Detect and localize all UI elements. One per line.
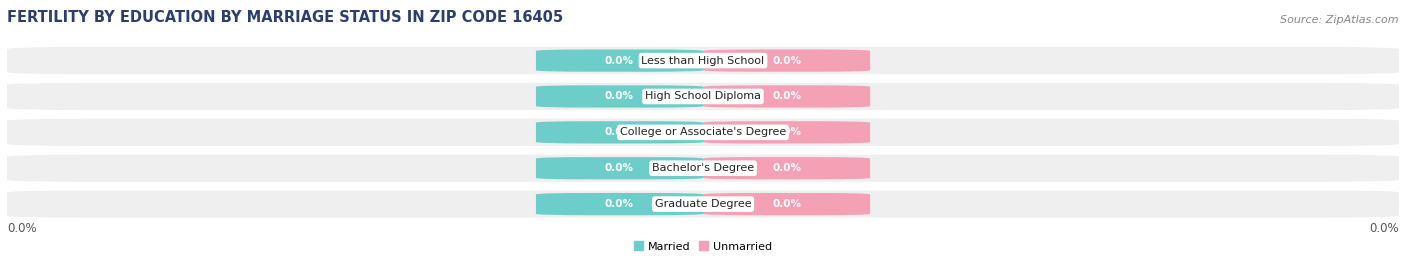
Text: FERTILITY BY EDUCATION BY MARRIAGE STATUS IN ZIP CODE 16405: FERTILITY BY EDUCATION BY MARRIAGE STATU… (7, 10, 562, 25)
FancyBboxPatch shape (7, 47, 1399, 74)
FancyBboxPatch shape (703, 157, 870, 179)
Text: 0.0%: 0.0% (772, 127, 801, 137)
Text: 0.0%: 0.0% (605, 199, 634, 209)
FancyBboxPatch shape (536, 193, 703, 215)
Text: 0.0%: 0.0% (605, 127, 634, 137)
FancyBboxPatch shape (7, 190, 1399, 218)
Text: 0.0%: 0.0% (772, 163, 801, 173)
Text: 0.0%: 0.0% (605, 91, 634, 101)
Text: High School Diploma: High School Diploma (645, 91, 761, 101)
Text: 0.0%: 0.0% (605, 56, 634, 66)
Text: 0.0%: 0.0% (605, 163, 634, 173)
Text: 0.0%: 0.0% (772, 199, 801, 209)
FancyBboxPatch shape (7, 119, 1399, 146)
FancyBboxPatch shape (703, 121, 870, 143)
Text: College or Associate's Degree: College or Associate's Degree (620, 127, 786, 137)
FancyBboxPatch shape (7, 155, 1399, 182)
Text: Less than High School: Less than High School (641, 56, 765, 66)
FancyBboxPatch shape (536, 121, 703, 143)
FancyBboxPatch shape (703, 85, 870, 108)
FancyBboxPatch shape (536, 49, 703, 72)
FancyBboxPatch shape (703, 193, 870, 215)
Text: Graduate Degree: Graduate Degree (655, 199, 751, 209)
Text: 0.0%: 0.0% (772, 91, 801, 101)
Text: Bachelor's Degree: Bachelor's Degree (652, 163, 754, 173)
FancyBboxPatch shape (703, 49, 870, 72)
Text: 0.0%: 0.0% (1369, 222, 1399, 235)
FancyBboxPatch shape (536, 157, 703, 179)
FancyBboxPatch shape (536, 85, 703, 108)
Text: 0.0%: 0.0% (7, 222, 37, 235)
Legend: Married, Unmarried: Married, Unmarried (630, 237, 776, 256)
FancyBboxPatch shape (7, 83, 1399, 110)
Text: 0.0%: 0.0% (772, 56, 801, 66)
Text: Source: ZipAtlas.com: Source: ZipAtlas.com (1281, 15, 1399, 25)
